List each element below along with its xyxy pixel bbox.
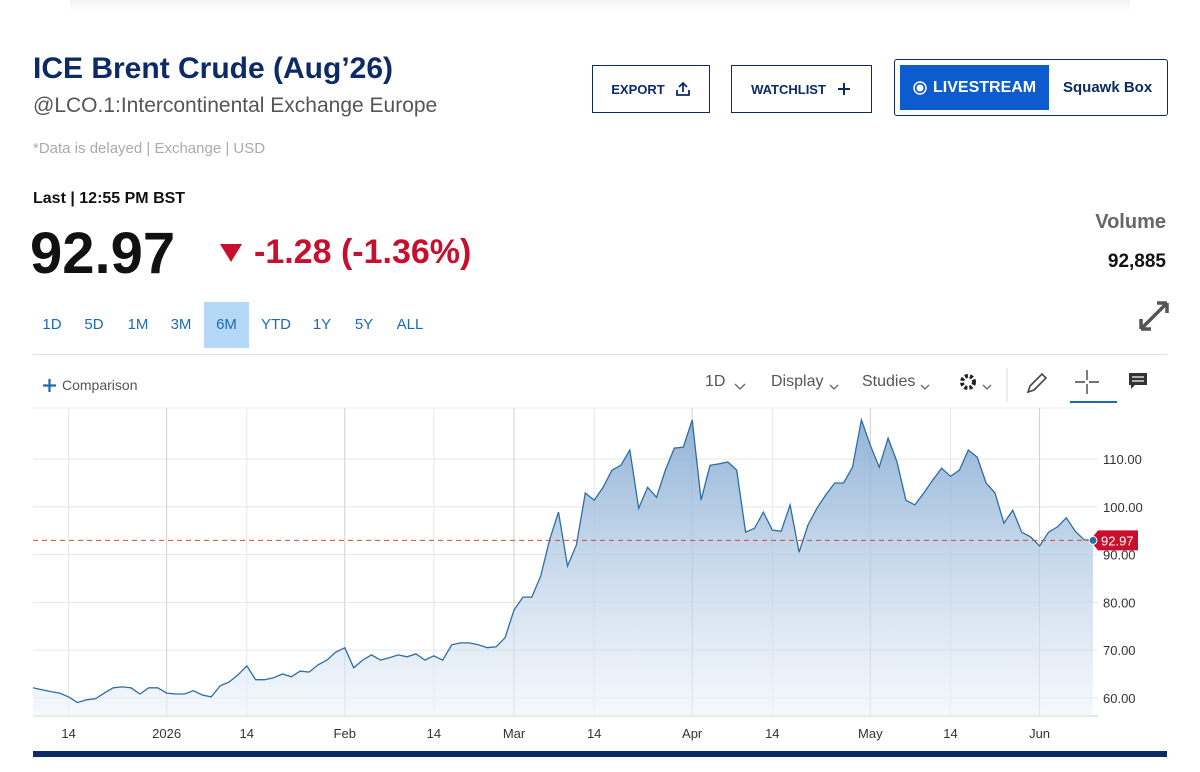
range-tab[interactable]: 1D	[42, 316, 62, 333]
y-tick-label: 80.00	[1103, 595, 1136, 610]
x-tick-label: Mar	[503, 726, 526, 741]
y-tick-label: 70.00	[1103, 643, 1136, 658]
plus-icon	[43, 378, 56, 392]
last-time: Last | 12:55 PM BST	[33, 190, 186, 207]
top-shadow	[70, 0, 1130, 14]
watchlist-button[interactable]: WATCHLIST	[731, 65, 872, 113]
range-tab-active[interactable]: 6M	[204, 302, 249, 348]
livestream-box: LIVESTREAM Squawk Box	[894, 59, 1168, 116]
interval-menu[interactable]: 1D	[705, 373, 726, 390]
comparison-label: Comparison	[62, 377, 138, 393]
last-price-label: 92.97	[1101, 533, 1134, 548]
range-tab[interactable]: 5D	[84, 316, 104, 333]
down-arrow	[220, 244, 242, 262]
display-menu[interactable]: Display	[771, 373, 824, 390]
range-tab[interactable]: 1M	[127, 316, 149, 333]
x-tick-label: 14	[61, 726, 75, 741]
expand-icon[interactable]	[1138, 300, 1170, 332]
price-change: -1.28 (-1.36%)	[254, 233, 472, 271]
plus-icon	[837, 83, 850, 95]
bottom-bar	[33, 751, 1167, 757]
price: 92.97	[30, 221, 176, 286]
area-fill	[33, 419, 1093, 716]
live-icon	[913, 80, 927, 95]
livestream-button[interactable]: LIVESTREAM	[900, 65, 1049, 110]
range-tab[interactable]: ALL	[396, 316, 424, 333]
export-label: EXPORT	[611, 81, 665, 97]
comparison-button[interactable]: Comparison	[43, 377, 137, 393]
toolbar-icons	[734, 368, 1147, 403]
studies-menu[interactable]: Studies	[862, 373, 916, 390]
squawk-box[interactable]: Squawk Box	[1063, 79, 1153, 96]
title: ICE Brent Crude (Aug’26)	[33, 52, 394, 85]
export-icon	[675, 81, 690, 96]
volume: 92,885	[1107, 251, 1166, 272]
y-tick-label: 110.00	[1103, 452, 1142, 467]
x-tick-label: 14	[587, 726, 601, 741]
watchlist-label: WATCHLIST	[751, 81, 826, 97]
x-tick-label: May	[858, 726, 883, 741]
x-tick-label: 14	[943, 726, 957, 741]
subtitle: @LCO.1:Intercontinental Exchange Europe	[33, 94, 438, 117]
range-tab[interactable]: YTD	[261, 316, 291, 333]
range-tab[interactable]: 3M	[170, 316, 192, 333]
y-tick-label: 90.00	[1103, 548, 1136, 563]
range-tab[interactable]: 1Y	[312, 316, 332, 333]
y-tick-label: 60.00	[1103, 691, 1136, 706]
x-tick-label: Apr	[682, 726, 703, 741]
volume-label: Volume	[1095, 211, 1166, 233]
x-tick-label: 14	[427, 726, 441, 741]
last-point	[1088, 535, 1098, 545]
y-tick-label: 100.00	[1103, 500, 1143, 515]
livestream-label: LIVESTREAM	[933, 78, 1037, 96]
separator	[33, 354, 1167, 355]
note: *Data is delayed | Exchange | USD	[33, 140, 266, 157]
x-tick-label: 2026	[152, 726, 181, 741]
x-tick-label: 14	[765, 726, 779, 741]
price-line	[32, 417, 1094, 704]
x-tick-label: Jun	[1029, 726, 1050, 741]
x-tick-label: Feb	[334, 726, 356, 741]
last-price-tag	[1090, 530, 1138, 551]
export-button[interactable]: EXPORT	[592, 65, 710, 113]
x-tick-label: 14	[240, 726, 254, 741]
range-tab[interactable]: 5Y	[354, 316, 374, 333]
